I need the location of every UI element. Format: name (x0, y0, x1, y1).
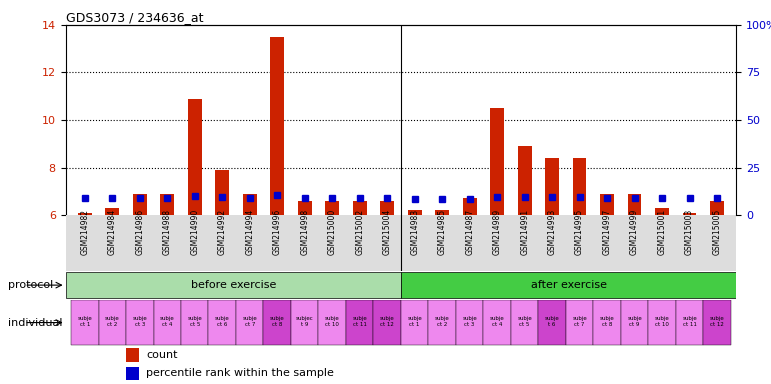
Bar (621, 300, 648, 345)
Bar (243, 194, 257, 215)
Bar (408, 210, 422, 215)
Bar (682, 213, 696, 215)
Bar (483, 300, 511, 345)
Bar (271, 37, 284, 215)
Text: subje
ct 5: subje ct 5 (517, 316, 532, 327)
Bar (325, 201, 339, 215)
Text: subje
ct 8: subje ct 8 (270, 316, 284, 327)
Bar (66, 272, 401, 298)
Text: subje
ct 2: subje ct 2 (105, 316, 120, 327)
Bar (215, 170, 229, 215)
Bar (298, 201, 311, 215)
Bar (188, 99, 201, 215)
Text: subje
ct 11: subje ct 11 (682, 316, 697, 327)
Text: subje
ct 10: subje ct 10 (655, 316, 669, 327)
Bar (160, 194, 174, 215)
Bar (676, 300, 703, 345)
Bar (538, 300, 566, 345)
Text: subje
ct 9: subje ct 9 (628, 316, 642, 327)
Bar (436, 210, 449, 215)
Text: subje
ct 7: subje ct 7 (242, 316, 257, 327)
Text: count: count (146, 350, 177, 360)
Text: subje
ct 2: subje ct 2 (435, 316, 449, 327)
Text: subje
ct 6: subje ct 6 (215, 316, 230, 327)
Bar (628, 194, 641, 215)
Text: subje
ct 1: subje ct 1 (77, 316, 93, 327)
Bar (126, 348, 140, 362)
Text: subje
t 6: subje t 6 (545, 316, 560, 327)
Bar (566, 300, 594, 345)
Text: subje
ct 4: subje ct 4 (160, 316, 174, 327)
Bar (373, 300, 401, 345)
Bar (99, 300, 126, 345)
Bar (78, 213, 92, 215)
Text: subjec
t 9: subjec t 9 (296, 316, 314, 327)
Text: subje
ct 12: subje ct 12 (709, 316, 725, 327)
Text: subje
ct 7: subje ct 7 (572, 316, 587, 327)
Bar (380, 201, 394, 215)
Bar (71, 300, 99, 345)
Bar (318, 300, 346, 345)
Bar (353, 201, 366, 215)
Text: subje
ct 5: subje ct 5 (187, 316, 202, 327)
Text: subje
ct 3: subje ct 3 (133, 316, 147, 327)
Bar (133, 194, 146, 215)
Bar (490, 108, 504, 215)
Text: subje
ct 10: subje ct 10 (325, 316, 339, 327)
Text: individual: individual (8, 318, 62, 328)
Bar (456, 300, 483, 345)
Bar (208, 300, 236, 345)
Bar (703, 300, 731, 345)
Bar (401, 272, 736, 298)
Text: subje
ct 1: subje ct 1 (407, 316, 422, 327)
Text: subje
ct 12: subje ct 12 (380, 316, 395, 327)
Text: before exercise: before exercise (190, 280, 276, 290)
Text: subje
ct 3: subje ct 3 (463, 316, 477, 327)
Bar (106, 208, 120, 215)
Bar (153, 300, 181, 345)
Bar (511, 300, 538, 345)
Bar (401, 300, 429, 345)
Bar (126, 367, 140, 380)
Bar (291, 300, 318, 345)
Bar (594, 300, 621, 345)
Bar (429, 300, 456, 345)
Text: after exercise: after exercise (530, 280, 607, 290)
Bar (463, 199, 476, 215)
Text: percentile rank within the sample: percentile rank within the sample (146, 368, 334, 378)
Bar (346, 300, 373, 345)
Bar (236, 300, 264, 345)
Bar (601, 194, 614, 215)
Bar (655, 208, 669, 215)
Text: subje
ct 4: subje ct 4 (490, 316, 504, 327)
Text: GDS3073 / 234636_at: GDS3073 / 234636_at (66, 11, 203, 24)
Text: subje
ct 8: subje ct 8 (600, 316, 614, 327)
Bar (710, 201, 724, 215)
Bar (126, 300, 153, 345)
Bar (648, 300, 676, 345)
Bar (181, 300, 208, 345)
Text: protocol: protocol (8, 280, 53, 290)
Bar (518, 146, 531, 215)
Bar (573, 158, 587, 215)
Text: subje
ct 11: subje ct 11 (352, 316, 367, 327)
Bar (545, 158, 559, 215)
Bar (264, 300, 291, 345)
